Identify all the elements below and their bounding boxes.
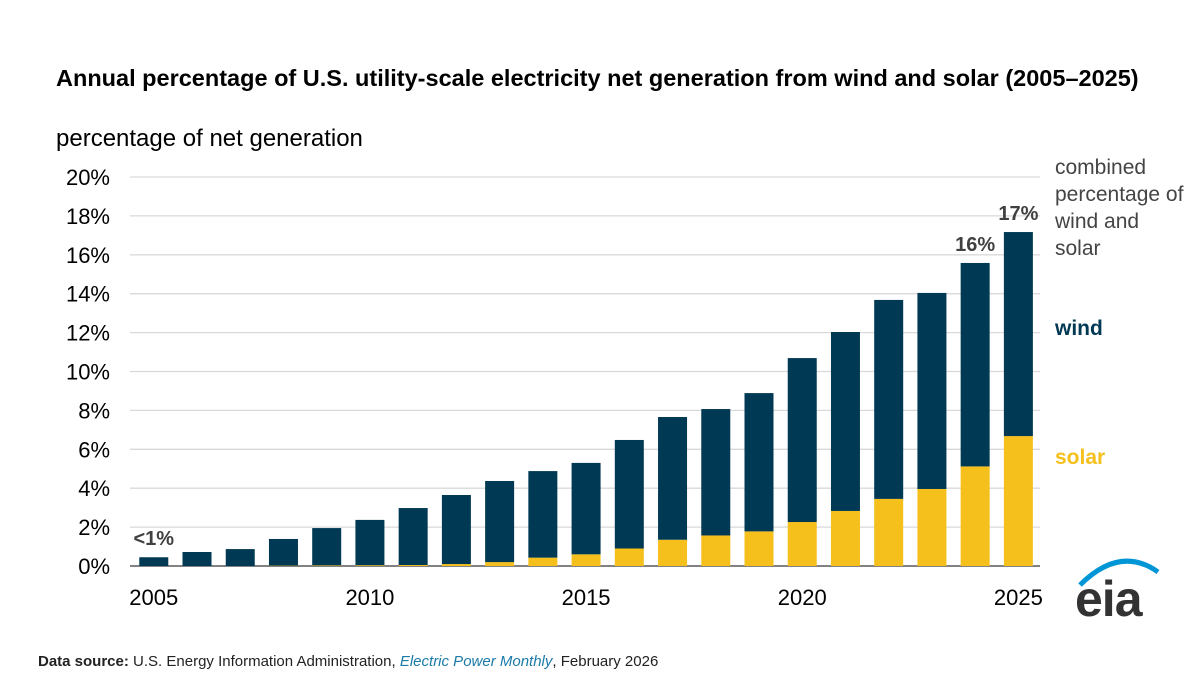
bar-segment (355, 519, 385, 566)
bar-segment (658, 539, 688, 566)
bar-segment (658, 417, 688, 540)
y-tick-label: 10% (66, 360, 110, 385)
bar-segment (441, 564, 471, 566)
legend-entry: wind (1055, 317, 1103, 340)
legend-entry: solar (1055, 446, 1106, 469)
bar-segment (355, 565, 385, 566)
x-tick-label: 2005 (129, 585, 178, 610)
source-publication: Electric Power Monthly (399, 653, 553, 670)
y-tick-label: 16% (66, 243, 110, 268)
y-tick-label: 8% (78, 398, 110, 423)
y-tick-label: 6% (78, 437, 110, 462)
logo-arc (1078, 558, 1160, 587)
chart-subtitle: percentage of net generation (56, 125, 363, 152)
source-label: Data source: (38, 653, 129, 670)
legend-note: combined percentage of wind and solar (1055, 156, 1184, 260)
bar-segment (441, 495, 471, 565)
bar-segment (312, 528, 342, 566)
bar-segment (960, 466, 990, 566)
bar-segment (614, 548, 644, 566)
data-label: <1% (133, 528, 174, 550)
y-tick-label: 4% (78, 476, 110, 501)
bar-segment (139, 557, 169, 566)
data-label: 17% (998, 203, 1038, 225)
bar-segment (917, 488, 947, 566)
x-tick-label: 2025 (994, 585, 1043, 610)
bar-segment (830, 510, 860, 566)
bar-segment (398, 508, 428, 566)
bar-segment (312, 565, 342, 566)
bar-segment (744, 393, 774, 532)
bar-segment (225, 549, 255, 566)
y-tick-label: 20% (66, 165, 110, 190)
x-tick-label: 2010 (345, 585, 394, 610)
bar-segment (268, 538, 298, 566)
bar-segment (571, 554, 601, 566)
bar-segment (528, 557, 558, 566)
data-label: 16% (955, 234, 995, 256)
bar-segment (485, 481, 515, 563)
bar-segment (398, 565, 428, 566)
bar-segment (874, 299, 904, 499)
y-tick-label: 18% (66, 204, 110, 229)
bar-segment (960, 262, 990, 467)
x-tick-label: 2015 (562, 585, 611, 610)
bar-segment (701, 535, 731, 566)
y-tick-label: 0% (78, 554, 110, 579)
source-date: , February 2026 (552, 653, 659, 670)
y-tick-label: 2% (78, 515, 110, 540)
bar-segment (485, 562, 515, 566)
bar-segment (830, 332, 860, 511)
source-note: Data source: U.S. Energy Information Adm… (38, 653, 658, 670)
bar-segment (1003, 232, 1033, 437)
source-text: U.S. Energy Information Administration, (133, 653, 400, 670)
bar-segment (744, 531, 774, 566)
y-tick-label: 12% (66, 321, 110, 346)
x-tick-label: 2020 (778, 585, 827, 610)
bar-segment (701, 409, 731, 536)
bar-segment (528, 471, 558, 558)
bar-segment (182, 551, 212, 566)
bar-segment (614, 439, 644, 549)
y-tick-label: 14% (66, 282, 110, 307)
bar-segment (571, 462, 601, 555)
logo: eia (1075, 571, 1143, 627)
bar-segment (917, 292, 947, 489)
bar-segment (787, 522, 817, 566)
chart-title: Annual percentage of U.S. utility-scale … (56, 65, 1139, 91)
bar-segment (874, 498, 904, 566)
bar-segment (1003, 436, 1033, 566)
bar-segment (787, 358, 817, 523)
